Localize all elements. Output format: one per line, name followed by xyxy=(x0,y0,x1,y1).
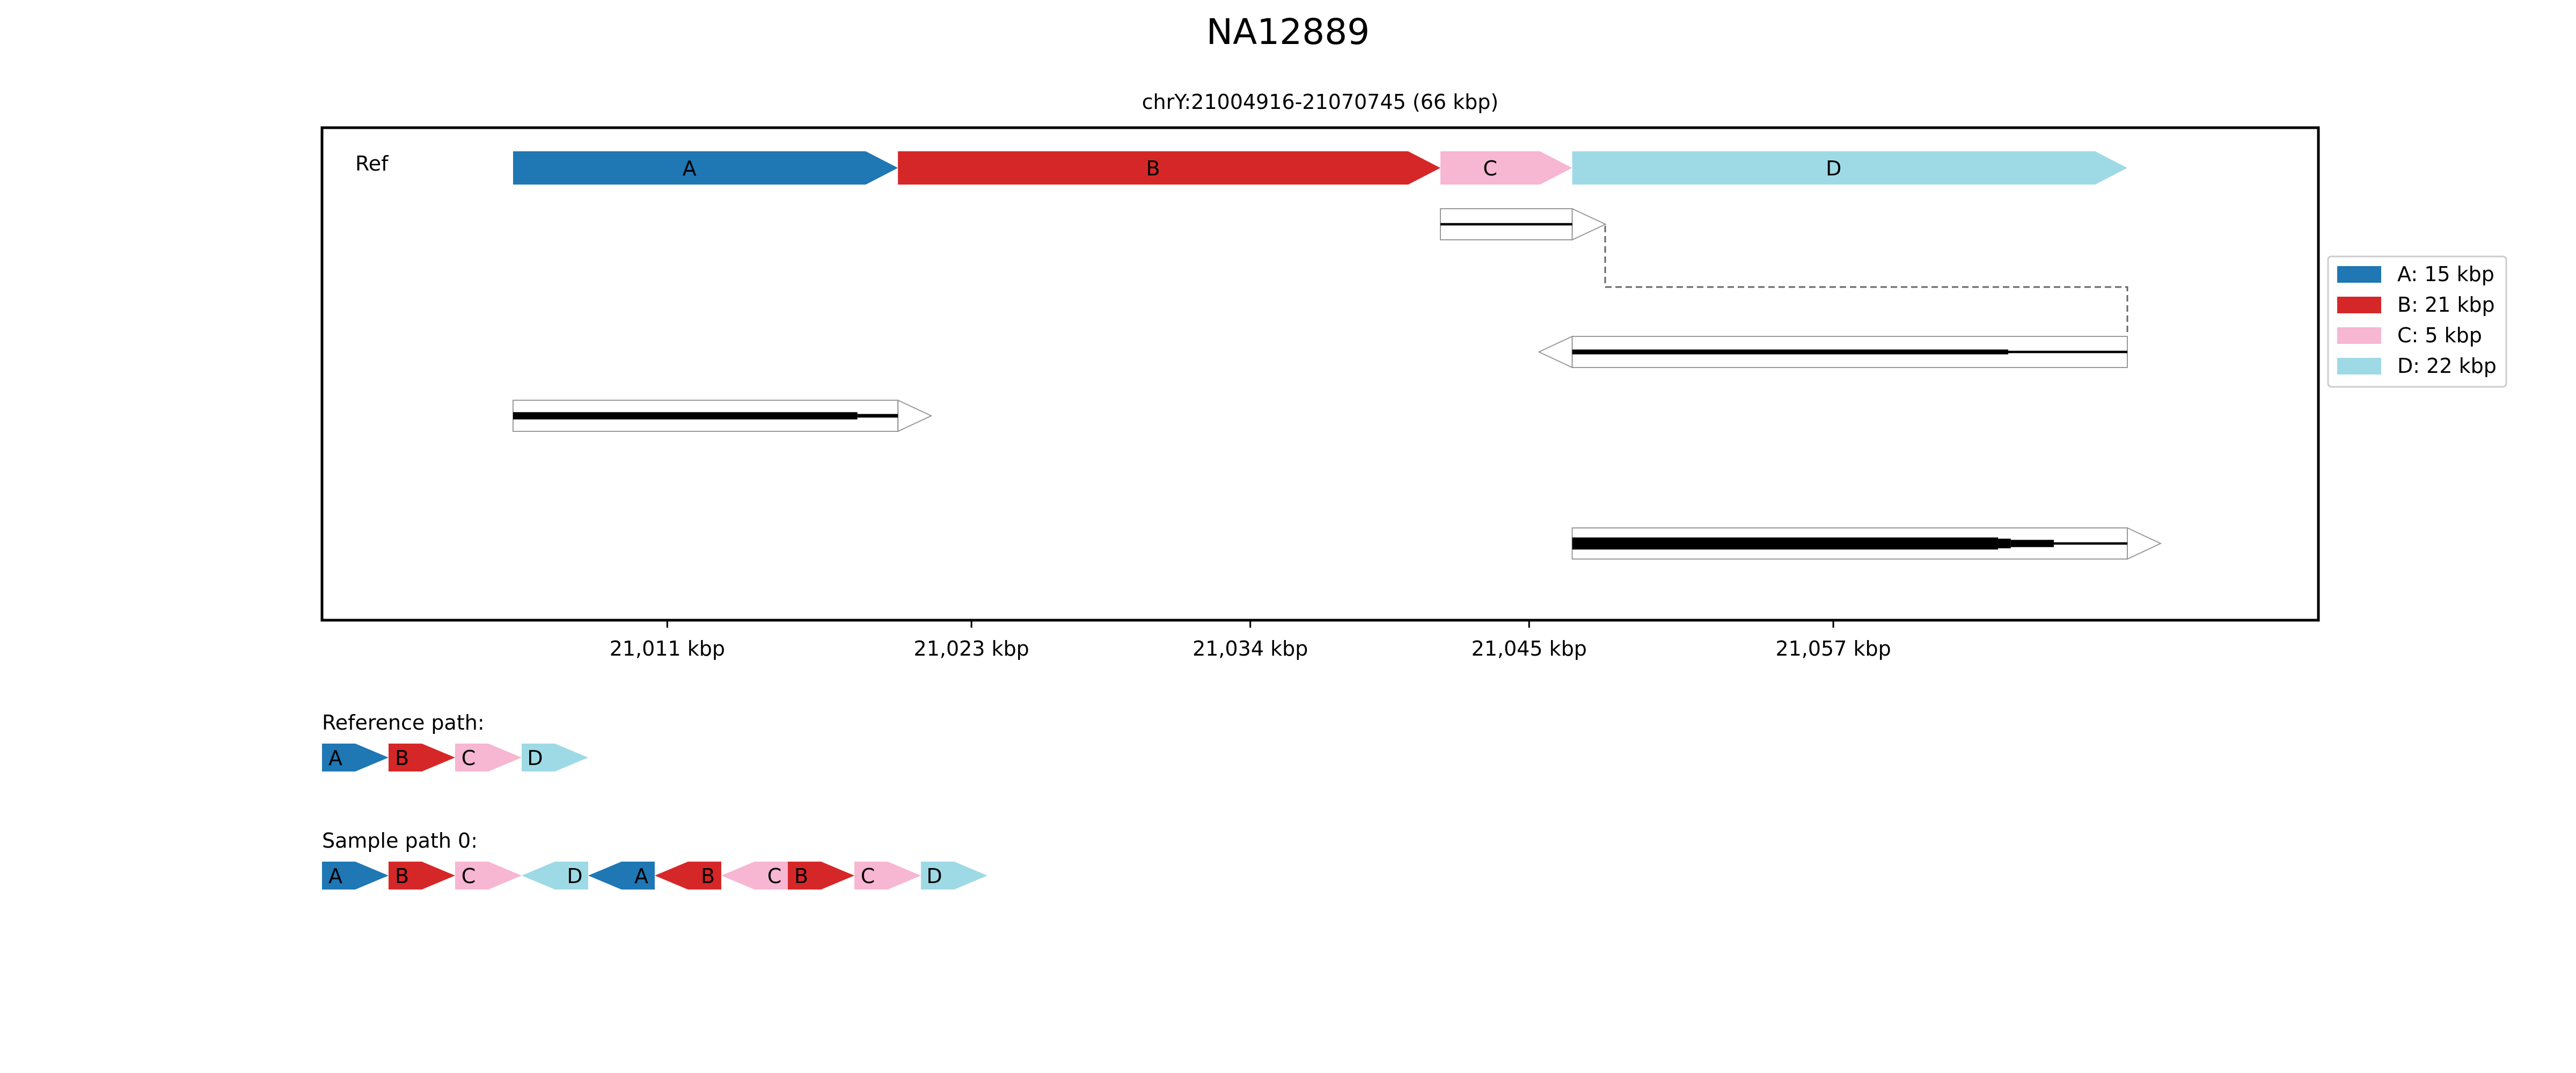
path-arrow-a xyxy=(322,744,389,771)
region-label: chrY:21004916-21070745 (66 kbp) xyxy=(1142,90,1499,114)
alignment-track xyxy=(513,208,2162,560)
path-arrow-label: B xyxy=(794,864,808,888)
coverage-bar xyxy=(1572,537,1999,550)
link-dashed xyxy=(1604,226,2128,336)
path-arrow-label: B xyxy=(395,746,409,770)
x-tick-label: 21,057 kbp xyxy=(1775,637,1891,660)
path-arrow-d xyxy=(522,862,588,890)
ref-segment-a xyxy=(513,151,898,185)
legend-label: B: 21 kbp xyxy=(2397,293,2495,317)
path-arrow-label: C xyxy=(462,746,476,770)
ref-segment-label: B xyxy=(1146,157,1160,180)
x-tick-label: 21,045 kbp xyxy=(1472,637,1587,660)
sample-path-label: Sample path 0: xyxy=(322,829,478,852)
path-arrow-label: C xyxy=(861,864,875,888)
ref-segment-label: A xyxy=(683,157,697,180)
path-arrow-label: A xyxy=(634,864,648,888)
plot-frame xyxy=(320,126,2320,622)
figure-title: NA12889 xyxy=(1206,11,1370,53)
ref-segment-b xyxy=(898,151,1440,185)
ref-track-label: Ref xyxy=(355,152,389,175)
legend-label: C: 5 kbp xyxy=(2397,324,2482,347)
path-arrow-a xyxy=(588,862,655,890)
path-arrow-label: D xyxy=(567,864,582,888)
path-arrow-a xyxy=(322,862,389,890)
path-arrow-c xyxy=(455,744,522,771)
legend: A: 15 kbp B: 21 kbp C: 5 kbp D: 22 kbp xyxy=(2327,255,2507,388)
coverage-bar xyxy=(1998,539,2011,548)
x-axis: 21,011 kbp 21,023 kbp 21,034 kbp 21,045 kbp… xyxy=(610,620,1891,660)
legend-swatch-d xyxy=(2337,358,2381,374)
alignment-arrow xyxy=(897,399,933,432)
coverage-bar xyxy=(1572,349,2009,355)
legend-label: D: 22 kbp xyxy=(2397,354,2497,378)
path-arrow-label: C xyxy=(767,864,782,888)
path-arrow-label: B xyxy=(395,864,409,888)
coverage-bar xyxy=(2054,542,2127,545)
path-arrow-c xyxy=(854,862,921,890)
path-arrow-label: A xyxy=(328,864,342,888)
alignment-arrow xyxy=(1538,335,1573,369)
path-arrow-b xyxy=(788,862,854,890)
coverage-bar xyxy=(513,412,858,420)
path-arrow-c xyxy=(455,862,522,890)
reference-path: A B C D xyxy=(322,744,588,771)
path-arrow-label: D xyxy=(926,864,942,888)
path-arrow-b xyxy=(389,862,455,890)
ref-segment-d xyxy=(1572,151,2127,185)
legend-box xyxy=(2327,255,2507,388)
coverage-bar xyxy=(1440,223,1572,226)
ref-segment-c xyxy=(1440,151,1572,185)
legend-swatch-b xyxy=(2337,297,2381,313)
ref-segment-label: C xyxy=(1483,157,1498,180)
path-arrow-b xyxy=(655,862,721,890)
path-arrow-d xyxy=(921,862,987,890)
path-arrow-d xyxy=(522,744,588,771)
legend-label: A: 15 kbp xyxy=(2397,262,2494,286)
path-arrow-b xyxy=(389,744,455,771)
path-arrow-label: B xyxy=(701,864,715,888)
path-arrow-label: D xyxy=(527,746,543,770)
legend-swatch-a xyxy=(2337,266,2381,283)
x-tick-label: 21,034 kbp xyxy=(1192,637,1308,660)
ref-track: A B C D xyxy=(513,151,2127,185)
alignment-arrow xyxy=(1571,208,1607,241)
path-arrow-c xyxy=(721,862,788,890)
path-arrow-label: A xyxy=(328,746,342,770)
coverage-bar xyxy=(2010,540,2054,547)
coverage-bar xyxy=(857,414,898,418)
reference-path-label: Reference path: xyxy=(322,711,485,734)
x-tick-label: 21,011 kbp xyxy=(610,637,725,660)
ref-segment-label: D xyxy=(1826,157,1841,180)
alignment-arrow xyxy=(2127,527,2162,560)
path-arrow-label: C xyxy=(462,864,476,888)
x-tick-label: 21,023 kbp xyxy=(914,637,1029,660)
legend-swatch-c xyxy=(2337,327,2381,344)
coverage-bar xyxy=(2008,350,2127,354)
